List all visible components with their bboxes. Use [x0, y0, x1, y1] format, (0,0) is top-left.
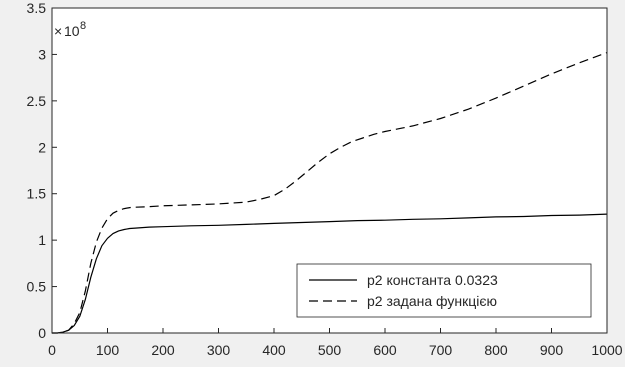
x-tick-label: 200	[151, 342, 175, 358]
x-tick-label: 300	[207, 342, 231, 358]
plot-frame	[51, 7, 608, 334]
y-tick-label: 2	[38, 139, 46, 155]
x-tick-label: 400	[262, 342, 286, 358]
x-tick-label: 100	[96, 342, 120, 358]
x-tick-label: 900	[540, 342, 564, 358]
y-tick-label: 0	[38, 325, 46, 341]
y-exponent-times-sign: ×	[54, 23, 62, 39]
series-line-1	[52, 213, 608, 334]
y-exponent-label: × 10 8	[54, 20, 86, 39]
y-exponent-base: 10	[64, 23, 80, 39]
y-tick-label: 3.5	[27, 0, 47, 16]
x-tick-label: 0	[48, 342, 56, 358]
y-tick-label: 1.5	[27, 186, 47, 202]
y-tick-label: 2.5	[27, 93, 47, 109]
legend-label-series-1: p2 константа 0.0323	[367, 272, 498, 288]
y-exponent-power: 8	[80, 20, 86, 32]
x-tick-label: 500	[318, 342, 342, 358]
y-tick-label: 1	[38, 232, 46, 248]
x-tick-label: 700	[429, 342, 453, 358]
x-tick-label: 1000	[591, 342, 622, 358]
legend: p2 константа 0.0323 p2 задана функцією	[296, 263, 592, 318]
series-layer	[52, 52, 608, 334]
x-tick-label: 800	[484, 342, 508, 358]
legend-box	[296, 263, 592, 318]
tick-layer: 0 100 200 300 400 500 600 700 800 900 1000 0 0.5 1 1.5…	[27, 0, 623, 358]
legend-label-series-2: p2 задана функцією	[367, 293, 497, 309]
x-tick-label: 600	[373, 342, 397, 358]
y-tick-label: 3	[38, 46, 46, 62]
y-tick-label: 0.5	[27, 279, 47, 295]
